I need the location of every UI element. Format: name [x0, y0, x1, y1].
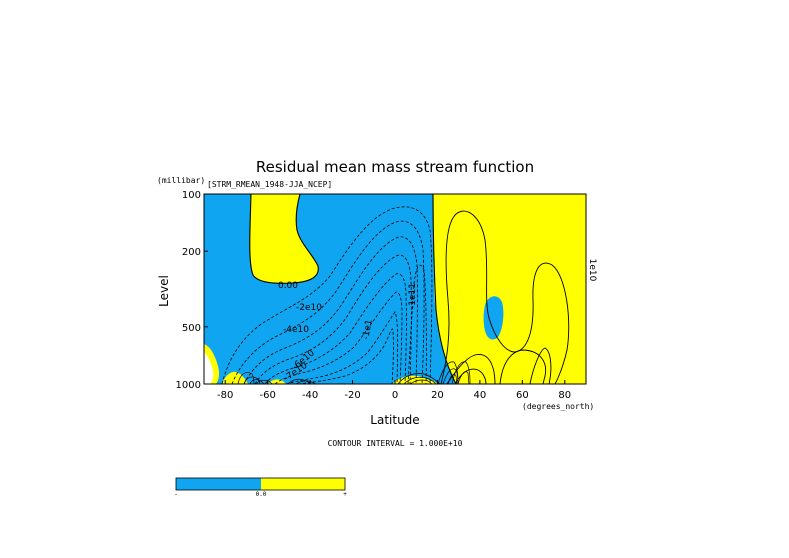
- contour-label: -1e1: [361, 319, 374, 341]
- x-axis: -80 -60 -40 -20 0 20 40 60 80 (degrees_north) La…: [217, 380, 594, 427]
- contour-label: -4e10: [283, 325, 309, 335]
- surface-contours: [237, 361, 471, 385]
- x-tick-label: -40: [302, 390, 318, 401]
- negative-island: [483, 296, 504, 340]
- chart-title: Residual mean mass stream function: [256, 158, 534, 176]
- contour-interval-label: CONTOUR INTERVAL = 1.000E+10: [328, 439, 463, 448]
- y-tick-label: 200: [182, 247, 201, 258]
- colorbar-label-negative: -: [174, 491, 178, 498]
- contour-label: 1e10: [587, 259, 597, 282]
- contour-label: 0.00: [278, 281, 298, 291]
- colorbar-label-zero: 0.0: [256, 491, 267, 498]
- contour-label: -2e10: [296, 303, 322, 313]
- dataset-label: [STRM_RMEAN_1948-JJA_NCEP]: [207, 180, 332, 189]
- y-axis: 100 200 500 1000 Level: [157, 190, 208, 391]
- positive-region-north: [433, 194, 586, 384]
- x-units-label: (degrees_north): [522, 402, 594, 411]
- white-patch-southwest: [204, 352, 214, 384]
- colorbar-label-positive: +: [343, 491, 347, 498]
- x-axis-label: Latitude: [370, 413, 419, 427]
- y-units-label: (millibar): [157, 176, 205, 185]
- y-tick-label: 100: [182, 190, 201, 201]
- y-tick-group: 100 200 500 1000: [176, 190, 208, 391]
- x-tick-label: -60: [259, 390, 275, 401]
- colorbar: - 0.0 +: [174, 477, 347, 498]
- x-tick-label: 40: [474, 390, 487, 401]
- x-tick-label: 0: [392, 390, 398, 401]
- y-tick-label: 1000: [176, 380, 201, 391]
- positive-patch-surface-equator: [392, 375, 438, 384]
- positive-patch-surface-mid: [268, 379, 286, 384]
- x-tick-group: -80 -60 -40 -20 0 20 40 60 80: [217, 380, 571, 401]
- x-tick-label: 20: [431, 390, 444, 401]
- zero-contour: [249, 193, 457, 385]
- positive-region-upper-south: [249, 194, 319, 284]
- positive-contours: [440, 210, 570, 385]
- colorbar-negative: [176, 478, 261, 490]
- x-tick-label: -80: [217, 390, 233, 401]
- x-tick-label: -20: [344, 390, 360, 401]
- negative-contours: [221, 206, 433, 385]
- x-tick-label: 60: [516, 390, 529, 401]
- colorbar-positive: [261, 478, 345, 490]
- y-axis-label: Level: [157, 275, 171, 307]
- y-tick-label: 500: [182, 323, 201, 334]
- contour-label: -1e11: [408, 283, 418, 309]
- colorbar-frame: [175, 477, 346, 491]
- plot-area: 0.00 -2e10 -4e10 -6e10 -7e10 -1e1 -1e11 …: [203, 193, 597, 385]
- x-tick-label: 80: [558, 390, 571, 401]
